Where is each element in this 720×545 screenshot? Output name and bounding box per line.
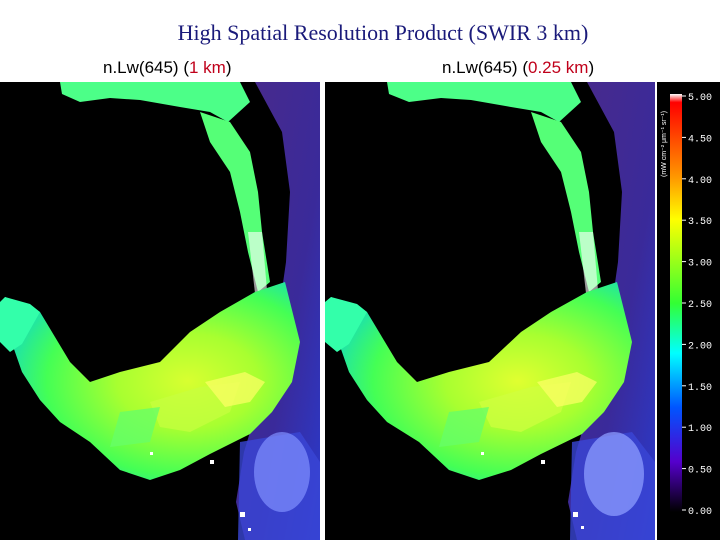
resolution-value: 1 km	[188, 58, 226, 77]
colorbar-tick-label: 1.50	[688, 383, 712, 394]
colorbar-tick-label: 3.50	[688, 217, 712, 228]
colorbar-tick-label: 3.00	[688, 259, 712, 270]
colorbar-unit: (mW cm⁻² μm⁻¹ sr⁻¹)	[661, 111, 668, 177]
colorbar-tick-label: 2.50	[688, 300, 712, 311]
colorbar-tick-label: 5.00	[688, 93, 712, 104]
colorbar-tick-label: 4.00	[688, 176, 712, 187]
panel-label-1km: n.Lw(645) (1 km)	[103, 58, 232, 78]
page-title: High Spatial Resolution Product (SWIR 3 …	[177, 20, 589, 45]
panel-label-025km: n.Lw(645) (0.25 km)	[442, 58, 594, 78]
panel-label-prefix: n.Lw(645) (	[103, 58, 189, 77]
resolution-value: 0.25 km	[527, 58, 589, 77]
colorbar-tick-label: 0.00	[688, 507, 712, 518]
colorbar-tick-label: 2.00	[688, 341, 712, 352]
panel-label-prefix: n.Lw(645) (	[442, 58, 528, 77]
panel-label-suffix: )	[588, 58, 595, 77]
panel-label-suffix: )	[225, 58, 232, 77]
satellite-image-025km	[325, 82, 655, 540]
colorbar-gradient	[670, 94, 682, 512]
colorbar: 5.00 4.50 4.00 3.50 3.00 2.50 2.00 1.50 1.00 0.50…	[657, 82, 720, 540]
colorbar-tick-label: 4.50	[688, 134, 712, 145]
colorbar-tick-label: 1.00	[688, 424, 712, 435]
colorbar-tick-label: 0.50	[688, 466, 712, 477]
satellite-image-1km	[0, 82, 320, 540]
